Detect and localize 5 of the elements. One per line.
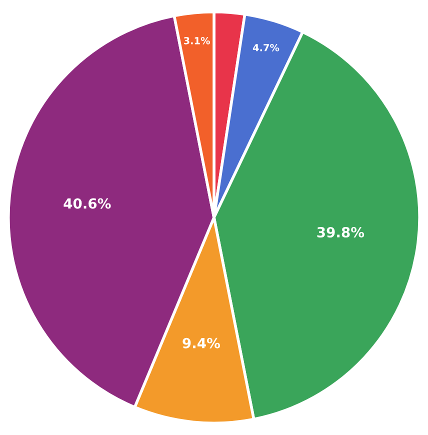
data-label: 3.1% [184, 36, 210, 44]
data-label: 9.4% [182, 338, 220, 348]
data-label: 39.8% [317, 227, 364, 238]
data-label: 40.6% [64, 198, 111, 209]
data-label: 4.7% [252, 44, 280, 52]
